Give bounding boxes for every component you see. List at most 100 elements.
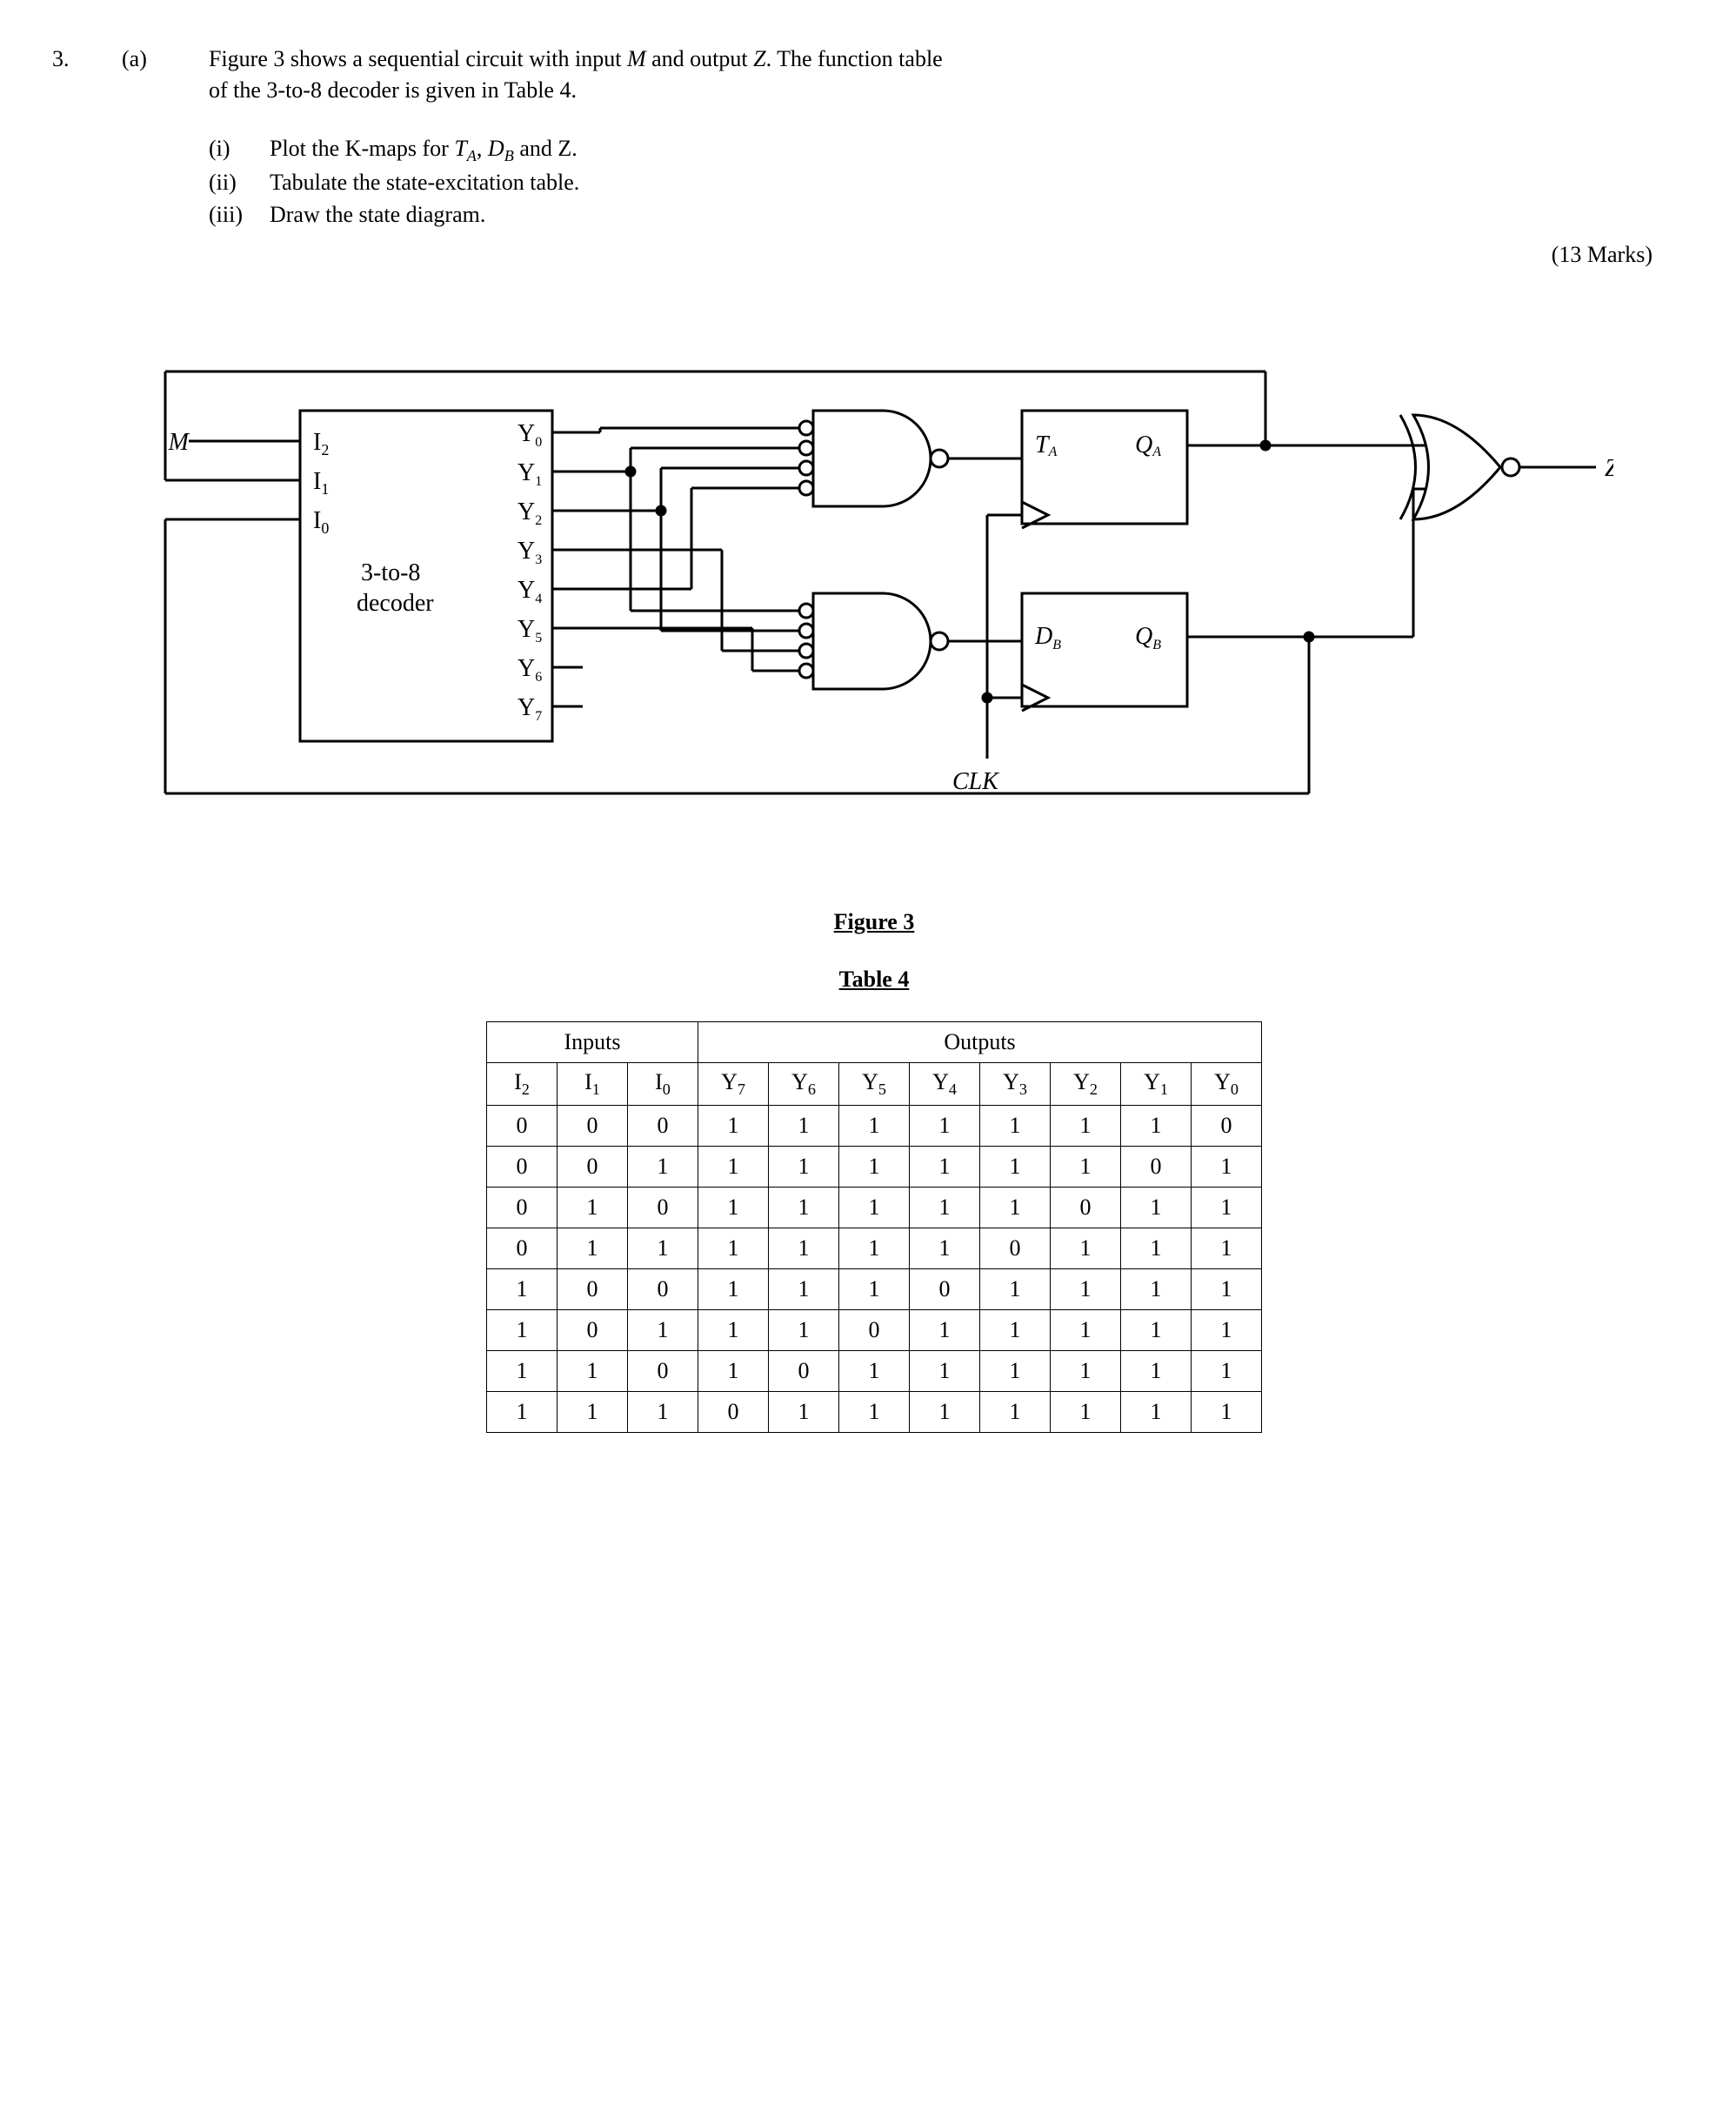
table-cell: 1: [698, 1269, 769, 1310]
table-cell: 0: [980, 1228, 1051, 1269]
table-cell: 1: [558, 1392, 628, 1433]
table-cell: 1: [980, 1392, 1051, 1433]
svg-text:Z: Z: [1605, 455, 1613, 482]
table-cell: 1: [1051, 1392, 1121, 1433]
column-header: Y4: [910, 1063, 980, 1106]
table-cell: 1: [628, 1310, 698, 1351]
table-caption: Table 4: [61, 964, 1687, 995]
table-row: 01111110111: [487, 1228, 1262, 1269]
table-cell: 1: [558, 1188, 628, 1228]
table-cell: 0: [487, 1147, 558, 1188]
table-cell: 1: [839, 1351, 910, 1392]
column-header: I2: [487, 1063, 558, 1106]
table-cell: 0: [628, 1106, 698, 1147]
table-cell: 1: [1051, 1228, 1121, 1269]
table-row: 10011101111: [487, 1269, 1262, 1310]
column-header: Y2: [1051, 1063, 1121, 1106]
table-cell: 1: [1121, 1392, 1192, 1433]
table-cell: 1: [839, 1147, 910, 1188]
table-cell: 0: [839, 1310, 910, 1351]
table-cell: 0: [558, 1106, 628, 1147]
table-cell: 0: [769, 1351, 839, 1392]
table-cell: 1: [1192, 1147, 1262, 1188]
table-cell: 1: [487, 1310, 558, 1351]
table-cell: 0: [628, 1269, 698, 1310]
table-cell: 1: [487, 1392, 558, 1433]
table-row: 00111111101: [487, 1147, 1262, 1188]
table-cell: 1: [1051, 1351, 1121, 1392]
table-cell: 1: [1192, 1310, 1262, 1351]
table-cell: 0: [558, 1310, 628, 1351]
table-cell: 1: [487, 1351, 558, 1392]
table-cell: 0: [628, 1188, 698, 1228]
table-cell: 1: [769, 1310, 839, 1351]
table-cell: 1: [1192, 1269, 1262, 1310]
outputs-header: Outputs: [698, 1022, 1262, 1063]
table-cell: 1: [910, 1351, 980, 1392]
table-cell: 1: [698, 1188, 769, 1228]
table-cell: 1: [698, 1106, 769, 1147]
table-cell: 1: [1121, 1269, 1192, 1310]
table-cell: 1: [910, 1147, 980, 1188]
subpart-ii: (ii) Tabulate the state-excitation table…: [209, 167, 1687, 198]
table-cell: 1: [1121, 1188, 1192, 1228]
column-header: Y6: [769, 1063, 839, 1106]
table-cell: 1: [910, 1392, 980, 1433]
table-cell: 1: [769, 1147, 839, 1188]
table-cell: 1: [839, 1228, 910, 1269]
column-header: Y1: [1121, 1063, 1192, 1106]
table-cell: 1: [698, 1351, 769, 1392]
truth-table: Inputs Outputs I2I1I0Y7Y6Y5Y4Y3Y2Y1Y0 00…: [486, 1021, 1262, 1433]
inputs-header: Inputs: [487, 1022, 698, 1063]
subparts: (i) Plot the K-maps for TA, DB and Z. (i…: [209, 133, 1687, 231]
table-cell: 1: [910, 1310, 980, 1351]
table-cell: 1: [910, 1106, 980, 1147]
marks: (13 Marks): [209, 239, 1653, 271]
table-cell: 1: [558, 1228, 628, 1269]
column-header: I0: [628, 1063, 698, 1106]
subpart-iii: (iii) Draw the state diagram.: [209, 199, 1687, 231]
table-cell: 1: [1192, 1351, 1262, 1392]
table-cell: 1: [1051, 1106, 1121, 1147]
table-cell: 1: [628, 1228, 698, 1269]
table-cell: 1: [769, 1392, 839, 1433]
figure-3: M I2 I1 I0 3-to-8 decoder Y0 Y1 Y2 Y3 Y4…: [61, 306, 1687, 938]
table-cell: 1: [980, 1269, 1051, 1310]
table-cell: 1: [1051, 1147, 1121, 1188]
table-cell: 0: [487, 1228, 558, 1269]
column-header: Y0: [1192, 1063, 1262, 1106]
column-header: Y5: [839, 1063, 910, 1106]
table-cell: 1: [980, 1310, 1051, 1351]
table-cell: 1: [1192, 1392, 1262, 1433]
table-cell: 1: [769, 1106, 839, 1147]
table-cell: 1: [1121, 1228, 1192, 1269]
svg-text:CLK: CLK: [952, 768, 999, 795]
question-number: 3.: [52, 43, 70, 75]
table-cell: 0: [1192, 1106, 1262, 1147]
table-cell: 1: [910, 1188, 980, 1228]
table-cell: 0: [698, 1392, 769, 1433]
table-cell: 0: [1121, 1147, 1192, 1188]
table-cell: 1: [487, 1269, 558, 1310]
column-header: Y7: [698, 1063, 769, 1106]
question-text: Figure 3 shows a sequential circuit with…: [209, 43, 1687, 107]
table-cell: 0: [487, 1188, 558, 1228]
table-cell: 1: [1121, 1106, 1192, 1147]
table-cell: 0: [558, 1147, 628, 1188]
table-cell: 1: [769, 1228, 839, 1269]
table-cell: 1: [839, 1269, 910, 1310]
table-cell: 1: [769, 1188, 839, 1228]
table-row: 00011111110: [487, 1106, 1262, 1147]
table-cell: 1: [1051, 1310, 1121, 1351]
column-header: Y3: [980, 1063, 1051, 1106]
table-cell: 1: [558, 1351, 628, 1392]
table-row: 01011111011: [487, 1188, 1262, 1228]
table-cell: 1: [1121, 1310, 1192, 1351]
subpart-i: (i) Plot the K-maps for TA, DB and Z.: [209, 133, 1687, 168]
table-cell: 1: [980, 1106, 1051, 1147]
table-cell: 1: [980, 1147, 1051, 1188]
table-cell: 1: [910, 1228, 980, 1269]
table-cell: 0: [487, 1106, 558, 1147]
table-cell: 1: [839, 1188, 910, 1228]
table-cell: 1: [769, 1269, 839, 1310]
